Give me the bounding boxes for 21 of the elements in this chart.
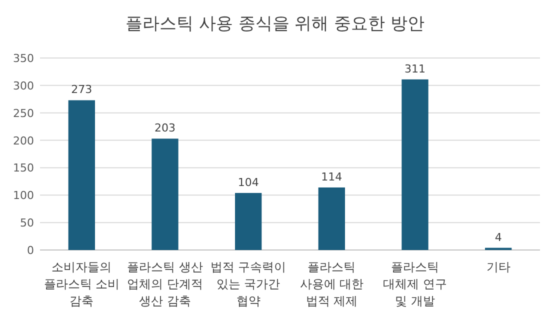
y-tick-label: 200 [13,134,34,148]
data-label: 4 [494,230,502,244]
y-tick-label: 0 [27,244,34,257]
y-tick-label: 250 [13,106,34,120]
data-label: 273 [71,83,92,96]
x-tick-label: 소비자들의 플라스틱 소비 감축 [44,260,120,308]
y-tick-label: 350 [13,52,34,65]
y-tick-label: 150 [13,162,34,175]
y-tick-label: 100 [13,189,34,202]
chart-title: 플라스틱 사용 종식을 위해 중요한 방안 [125,14,425,34]
x-tick-label: 플라스틱 대체제 연구 및 개발 [383,260,447,308]
x-tick-label: 법적 구속력이 있는 국가간 협약 [210,260,286,308]
data-label: 311 [404,62,426,76]
y-tick-label: 50 [20,216,34,230]
x-tick-label: 플라스틱 생산 업체의 단계적 생산 감축 [127,260,203,308]
x-tick-label: 플라스틱 사용에 대한 법적 제제 [300,260,364,308]
x-tick-label: 기타 [486,260,510,274]
y-tick-label: 300 [13,79,34,92]
data-label: 114 [321,170,342,184]
data-label: 203 [154,122,176,135]
data-label: 104 [238,176,259,189]
